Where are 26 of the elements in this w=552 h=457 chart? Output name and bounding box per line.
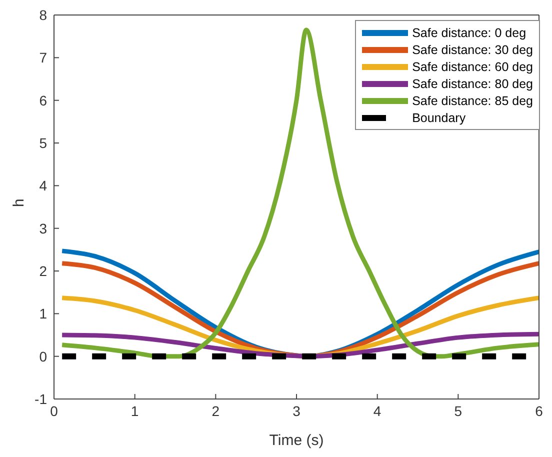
- x-tick-label: 2: [212, 402, 220, 419]
- x-tick-label: 1: [130, 402, 139, 419]
- y-tick-label: 6: [39, 92, 48, 108]
- legend-label: Safe distance: 60 deg: [412, 60, 533, 74]
- x-tick-label: 6: [535, 402, 544, 419]
- y-tick-label: 2: [39, 262, 48, 279]
- legend-label: Boundary: [412, 110, 466, 124]
- x-tick-label: 5: [454, 402, 462, 419]
- x-tick-label: 4: [373, 402, 382, 419]
- y-tick-label: 8: [39, 6, 48, 23]
- x-axis-title: Time (s): [269, 432, 324, 449]
- y-tick-label: 0: [39, 348, 48, 364]
- y-tick-label: 3: [39, 220, 48, 236]
- legend-label: Safe distance: 0 deg: [412, 26, 526, 40]
- y-tick-label: 4: [39, 178, 48, 194]
- x-tick-label: 0: [50, 402, 58, 419]
- legend-label: Safe distance: 80 deg: [412, 76, 533, 90]
- y-tick-label: 5: [39, 134, 48, 151]
- x-tick-label: 3: [292, 402, 301, 419]
- y-tick-label: 1: [39, 306, 48, 322]
- line-series: [60, 28, 539, 359]
- legend-label: Safe distance: 30 deg: [412, 42, 533, 56]
- y-tick-label: -1: [34, 390, 48, 407]
- y-tick-label: 7: [39, 50, 48, 66]
- legend-label: Safe distance: 85 deg: [412, 94, 533, 108]
- y-axis-title: h: [10, 198, 28, 207]
